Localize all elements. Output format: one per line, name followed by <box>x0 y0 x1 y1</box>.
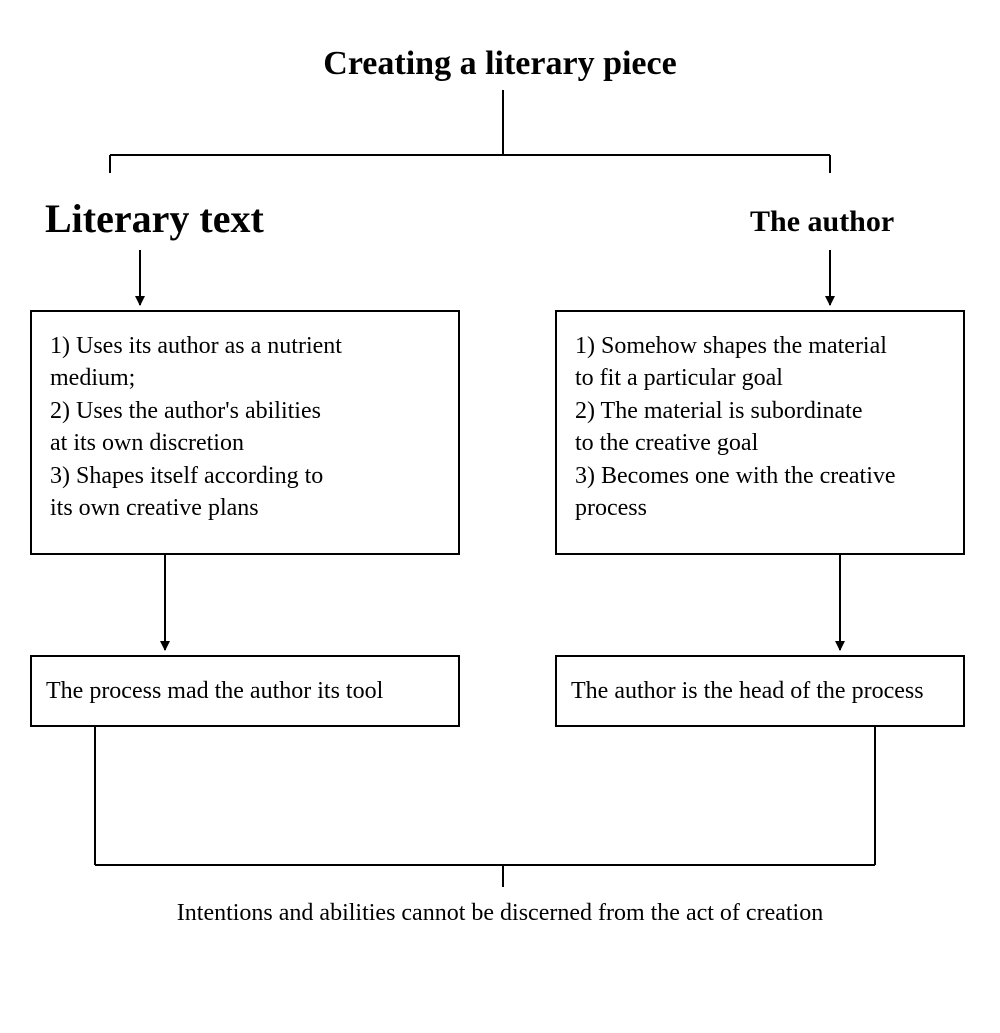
conclusion-left-text: The process mad the author its tool <box>46 678 383 705</box>
box-line: 1) Uses its author as a nutrient <box>50 330 440 362</box>
diagram-title: Creating a literary piece <box>0 45 1000 83</box>
box-literary-text: 1) Uses its author as a nutrientmedium;2… <box>30 310 460 555</box>
box-line: medium; <box>50 362 440 394</box>
box-line: to the creative goal <box>575 427 945 459</box>
box-line: process <box>575 492 945 524</box>
box-line: 3) Shapes itself according to <box>50 460 440 492</box>
conclusion-literary-text: The process mad the author its tool <box>30 655 460 727</box>
box-line: 2) The material is subordinate <box>575 395 945 427</box>
box-line: 3) Becomes one with the creative <box>575 460 945 492</box>
box-line: its own creative plans <box>50 492 440 524</box>
box-line: to fit a particular goal <box>575 362 945 394</box>
box-line: 1) Somehow shapes the material <box>575 330 945 362</box>
conclusion-right-text: The author is the head of the process <box>571 678 924 705</box>
box-line: 2) Uses the author's abilities <box>50 395 440 427</box>
heading-the-author: The author <box>750 205 894 239</box>
box-line: at its own discretion <box>50 427 440 459</box>
final-statement: Intentions and abilities cannot be disce… <box>0 900 1000 927</box>
box-the-author: 1) Somehow shapes the materialto fit a p… <box>555 310 965 555</box>
conclusion-the-author: The author is the head of the process <box>555 655 965 727</box>
heading-literary-text: Literary text <box>45 195 264 242</box>
